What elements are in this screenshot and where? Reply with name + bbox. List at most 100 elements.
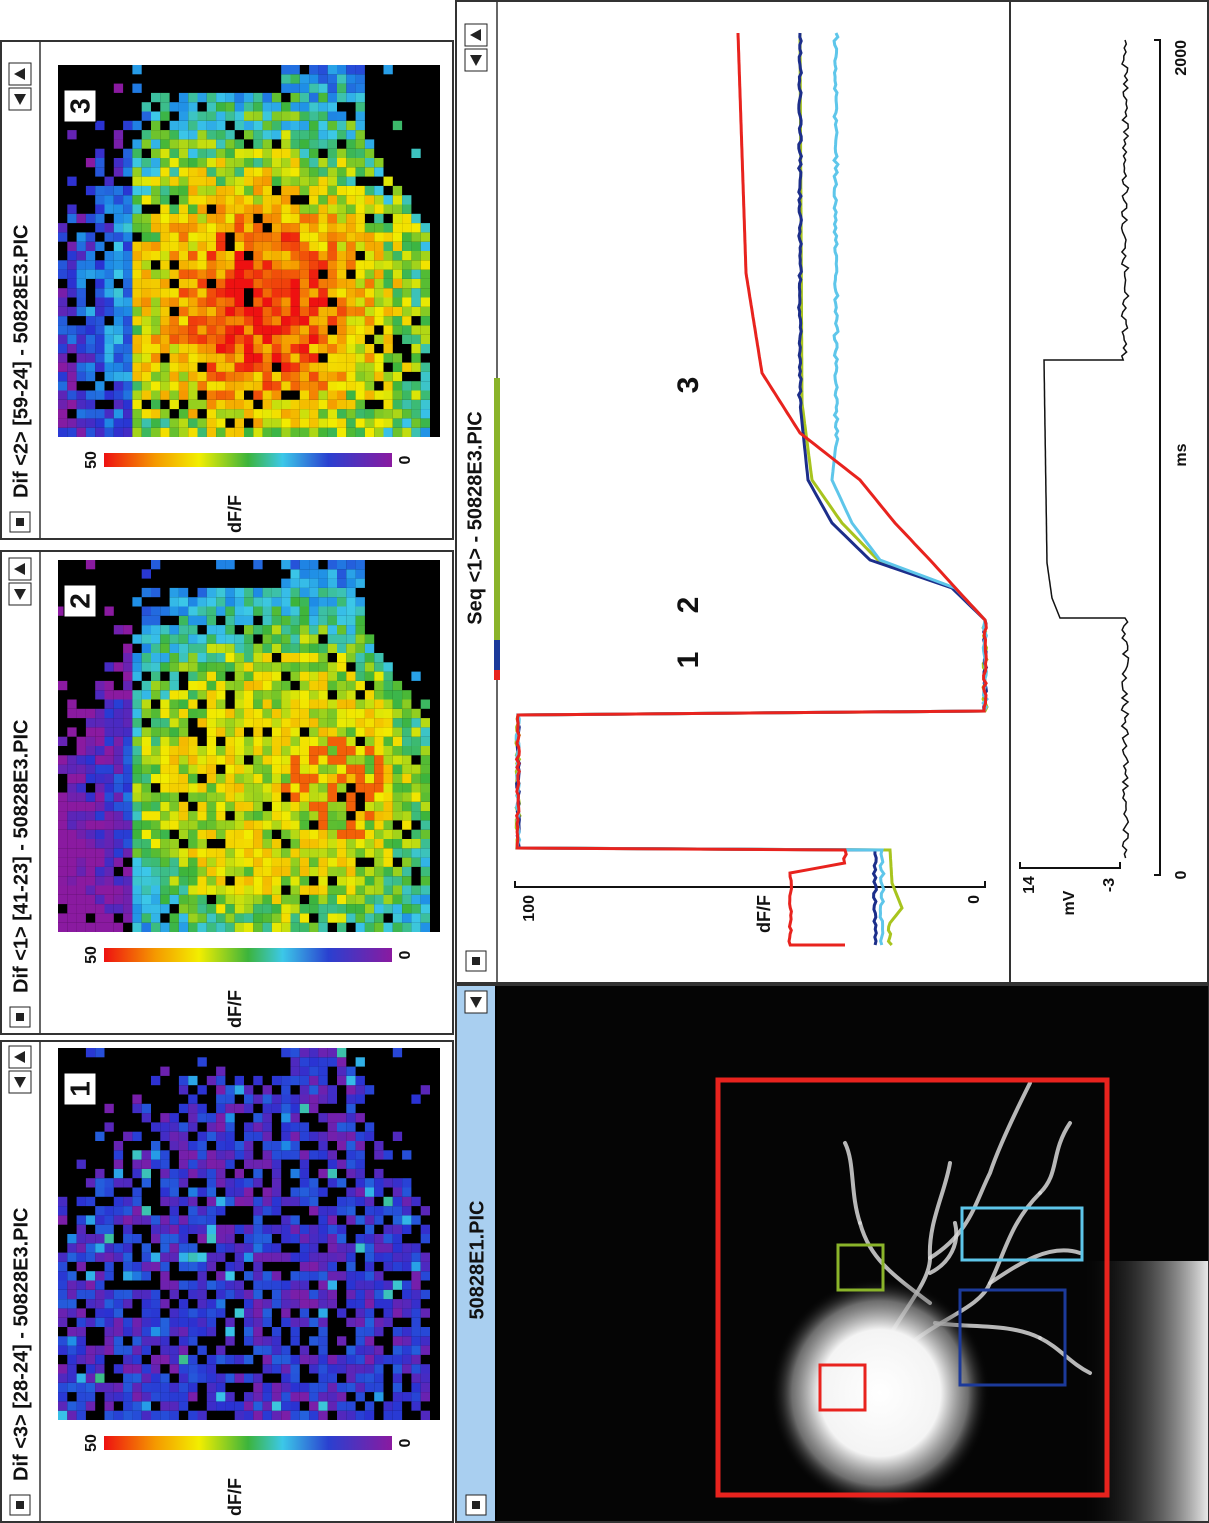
heatmap-cell [384, 1178, 393, 1187]
heatmap-cell [142, 1253, 151, 1262]
heatmap-cell [67, 1281, 76, 1290]
heatmap-cell [132, 279, 141, 288]
heatmap-cell [356, 1411, 365, 1420]
heatmap-cell [188, 288, 197, 297]
heatmap-cell [188, 644, 197, 653]
heatmap-cell [328, 783, 337, 792]
heatmap-cell [402, 418, 411, 427]
heatmap-cell [216, 886, 225, 895]
heatmap-cell [95, 895, 104, 904]
heatmap-cell [337, 1206, 346, 1215]
heatmap-cell [253, 737, 262, 746]
heatmap-cell [244, 428, 253, 437]
heatmap-cell [318, 325, 327, 334]
heatmap-cell [151, 616, 160, 625]
heatmap-cell [244, 223, 253, 232]
heatmap-cell [170, 1215, 179, 1224]
heatmap-cell [291, 848, 300, 857]
heatmap-cell [105, 409, 114, 418]
heatmap-cell [402, 232, 411, 241]
heatmap-cell [207, 718, 216, 727]
time-axis-unit: ms [1173, 443, 1190, 466]
heatmap-cell [142, 913, 151, 922]
heatmap-cell [67, 177, 76, 186]
heatmap-cell [142, 1104, 151, 1113]
heatmap-cell [77, 755, 86, 764]
heatmap-cell [151, 1374, 160, 1383]
heatmap-cell [216, 363, 225, 372]
heatmap-cell [365, 662, 374, 671]
heatmap-cell [328, 400, 337, 409]
heatmap-cell [198, 1188, 207, 1197]
heatmap-cell [421, 830, 430, 839]
heatmap-cell [170, 923, 179, 932]
heatmap-cell [272, 737, 281, 746]
heatmap-cell [263, 876, 272, 885]
heatmap-cell [207, 353, 216, 362]
heatmap-cell [365, 1281, 374, 1290]
heatmap-cell [421, 886, 430, 895]
heatmap-cell [105, 288, 114, 297]
heatmap-cell [207, 149, 216, 158]
heatmap-cell [272, 409, 281, 418]
heatmap-cell [291, 1048, 300, 1057]
heatmap-cell [105, 765, 114, 774]
heatmap-cell [123, 737, 132, 746]
heatmap-cell [142, 1346, 151, 1355]
heatmap-cell [86, 1355, 95, 1364]
heatmap-cell [86, 1281, 95, 1290]
heatmap-cell [170, 1188, 179, 1197]
heatmap-cell [300, 1178, 309, 1187]
heatmap-cell [346, 84, 355, 93]
heatmap-cell [384, 1281, 393, 1290]
heatmap-cell [198, 913, 207, 922]
heatmap-cell [365, 260, 374, 269]
heatmap-cell [77, 858, 86, 867]
heatmap-cell [244, 1225, 253, 1234]
heatmap-cell [411, 1346, 420, 1355]
heatmap-cell [309, 625, 318, 634]
heatmap-cell [216, 662, 225, 671]
heatmap-cell [160, 737, 169, 746]
heatmap-cell [411, 260, 420, 269]
heatmap-cell [58, 1336, 67, 1345]
heatmap-cell [402, 718, 411, 727]
heatmap-cell [263, 298, 272, 307]
heatmap-cell [384, 1290, 393, 1299]
heatmap-cell [291, 755, 300, 764]
heatmap-cell [318, 344, 327, 353]
heatmap-cell [225, 783, 234, 792]
heatmap-cell [170, 1364, 179, 1373]
heatmap-cell [95, 418, 104, 427]
heatmap-cell [235, 409, 244, 418]
heatmap-cell [244, 1122, 253, 1131]
heatmap-cell [179, 93, 188, 102]
heatmap-cell [170, 700, 179, 709]
heatmap-cell [235, 1169, 244, 1178]
heatmap-cell [244, 895, 253, 904]
heatmap-cell [300, 616, 309, 625]
heatmap-cell [188, 904, 197, 913]
heatmap-cell [86, 325, 95, 334]
heatmap-cell [207, 1364, 216, 1373]
heatmap-cell [114, 802, 123, 811]
heatmap-cell [291, 288, 300, 297]
heatmap-cell [142, 1206, 151, 1215]
heatmap-cell [281, 904, 290, 913]
heatmap-cell [114, 288, 123, 297]
heatmap-cell [300, 1048, 309, 1057]
heatmap-cell [207, 270, 216, 279]
heatmap-cell [188, 232, 197, 241]
heatmap-cell [253, 353, 262, 362]
heatmap-cell [179, 1355, 188, 1364]
heatmap-cell [356, 1383, 365, 1392]
heatmap-cell [235, 195, 244, 204]
heatmap-cell [272, 858, 281, 867]
heatmap-cell [179, 1225, 188, 1234]
heatmap-cell [272, 746, 281, 755]
heatmap-cell [142, 353, 151, 362]
heatmap-cell [337, 755, 346, 764]
close-box-mark [472, 957, 480, 965]
heatmap-cell [216, 895, 225, 904]
heatmap-cell [300, 409, 309, 418]
